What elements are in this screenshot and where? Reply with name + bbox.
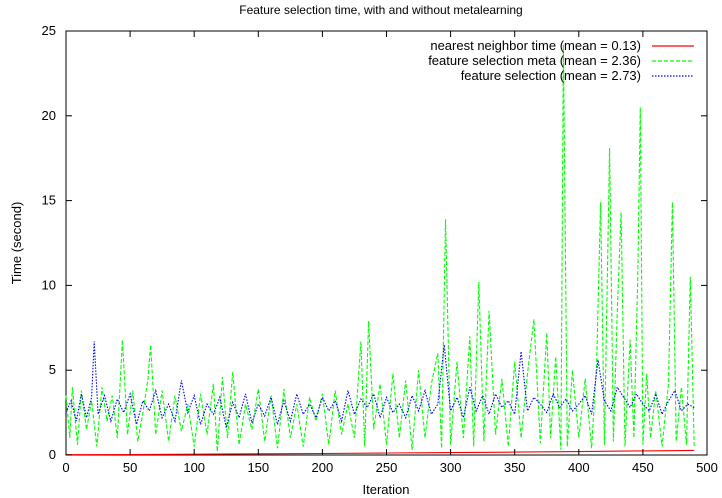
series-line-0 [65, 449, 695, 456]
y-tick-label: 5 [49, 362, 56, 377]
x-tick-label: 50 [123, 460, 137, 475]
legend-label-0: nearest neighbor time (mean = 0.13) [430, 38, 641, 53]
x-tick-label: 350 [504, 460, 526, 475]
x-tick-label: 250 [376, 460, 398, 475]
y-ticks: 0 5 10 15 20 25 [42, 23, 707, 462]
x-tick-label: 100 [183, 460, 205, 475]
legend: nearest neighbor time (mean = 0.13)featu… [428, 38, 694, 83]
legend-label-1: feature selection meta (mean = 2.36) [428, 53, 641, 68]
series-layer [65, 44, 695, 456]
y-tick-label: 15 [42, 193, 56, 208]
y-tick-label: 0 [49, 447, 56, 462]
x-tick-label: 0 [62, 460, 69, 475]
y-tick-label: 25 [42, 23, 56, 38]
legend-label-2: feature selection (mean = 2.73) [461, 68, 641, 83]
x-tick-label: 150 [247, 460, 269, 475]
series-line-1 [65, 44, 695, 452]
x-tick-label: 200 [312, 460, 334, 475]
x-tick-label: 450 [632, 460, 654, 475]
x-ticks: 0 50 100 150 200 250 300 350 400 450 500 [62, 31, 718, 475]
x-tick-label: 400 [568, 460, 590, 475]
y-axis-title: Time (second) [9, 202, 24, 285]
chart-title: Feature selection time, with and without… [239, 3, 522, 17]
series-line-2 [65, 341, 695, 429]
x-axis-title: Iteration [363, 482, 410, 497]
y-tick-label: 20 [42, 108, 56, 123]
y-tick-label: 10 [42, 277, 56, 292]
x-tick-label: 500 [696, 460, 718, 475]
x-tick-label: 300 [440, 460, 462, 475]
